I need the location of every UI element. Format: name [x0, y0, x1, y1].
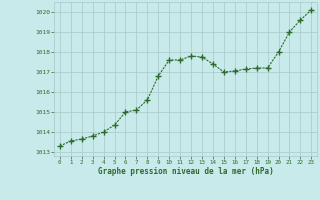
X-axis label: Graphe pression niveau de la mer (hPa): Graphe pression niveau de la mer (hPa)	[98, 167, 274, 176]
